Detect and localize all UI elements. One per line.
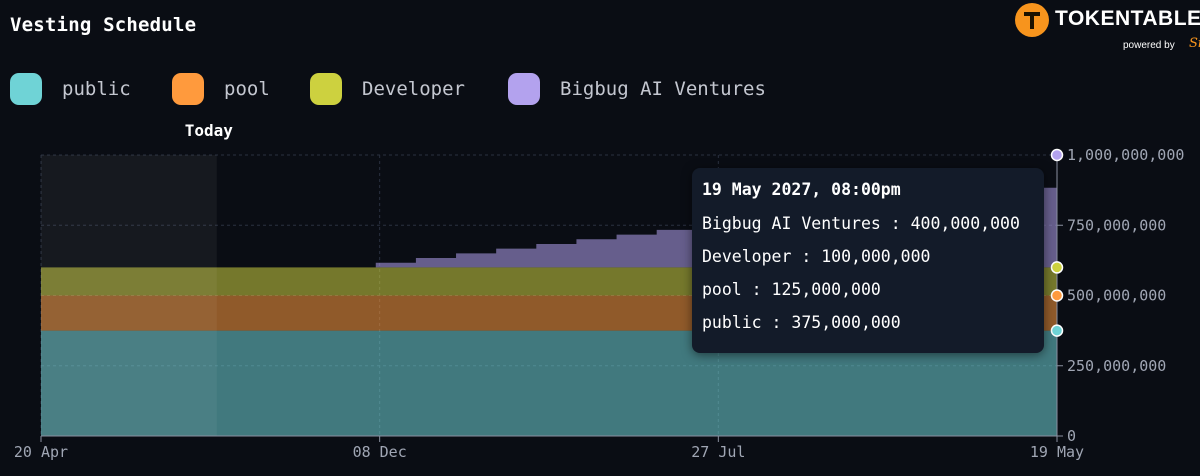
legend-label: Bigbug AI Ventures (560, 78, 766, 100)
page-title: Vesting Schedule (10, 14, 197, 36)
tooltip-row-pool: pool : 125,000,000 (702, 280, 881, 299)
y-tick-label: 750,000,000 (1067, 216, 1166, 234)
brand-name: TOKENTABLE (1055, 7, 1200, 30)
tooltip-row-developer: Developer : 100,000,000 (702, 247, 931, 266)
legend-swatch-pool (172, 73, 204, 105)
legend-item-bigbug-ai-ventures[interactable]: Bigbug AI Ventures (508, 72, 766, 106)
cursor-marker-pool (1050, 289, 1064, 302)
cursor-marker-bigbug-ai-ventures (1050, 148, 1064, 162)
legend-item-pool[interactable]: pool (172, 72, 270, 106)
cursor-marker-developer (1050, 261, 1064, 274)
y-tick-label: 1,000,000,000 (1067, 146, 1184, 164)
legend-item-public[interactable]: public (10, 72, 131, 106)
x-tick-label: 20 Apr (14, 443, 68, 461)
today-label: Today (185, 121, 234, 140)
legend-label: pool (224, 78, 270, 100)
x-tick-label: 19 May (1030, 443, 1084, 461)
x-tick-label: 27 Jul (691, 443, 745, 461)
brand-powered-by: powered by (1123, 40, 1175, 51)
tooltip-date: 19 May 2027, 08:00pm (702, 180, 901, 199)
legend-swatch-developer (310, 73, 342, 105)
chart-tooltip: 19 May 2027, 08:00pm Bigbug AI Ventures … (692, 168, 1044, 353)
legend-swatch-public (10, 73, 42, 105)
tooltip-row-public: public : 375,000,000 (702, 313, 901, 332)
brand-partner: Sign (1189, 36, 1200, 51)
today-highlight (41, 155, 217, 436)
legend-label: Developer (362, 78, 465, 100)
y-tick-label: 250,000,000 (1067, 357, 1166, 375)
brand-logo[interactable]: TOKENTABLE powered by Sign (1005, 2, 1200, 58)
tokentable-logo-icon (1015, 3, 1049, 37)
y-tick-label: 0 (1067, 427, 1076, 445)
y-tick-label: 500,000,000 (1067, 287, 1166, 305)
tooltip-row-bigbug-ai-ventures: Bigbug AI Ventures : 400,000,000 (702, 214, 1020, 233)
legend-label: public (62, 78, 131, 100)
legend-swatch-bigbug-ai-ventures (508, 73, 540, 105)
legend-item-developer[interactable]: Developer (310, 72, 465, 106)
cursor-marker-public (1050, 324, 1064, 337)
x-tick-label: 08 Dec (353, 443, 407, 461)
